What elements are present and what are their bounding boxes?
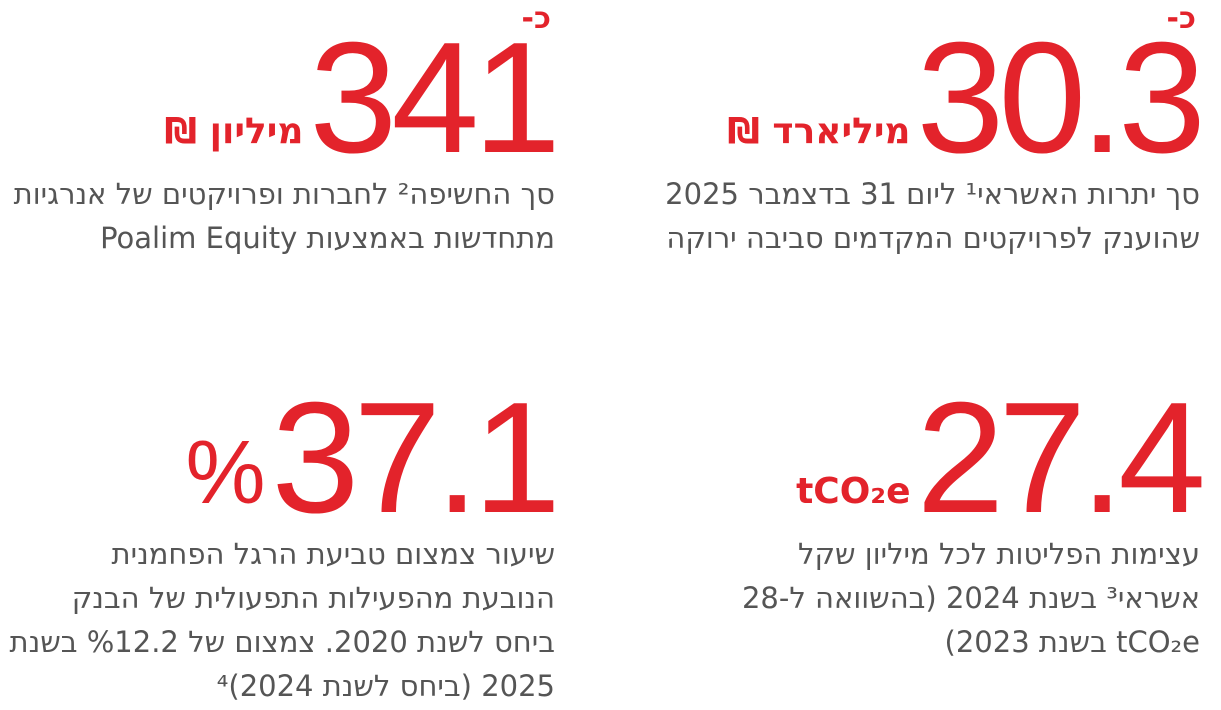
stat-number: 37.1 (271, 370, 561, 546)
description-line: שיעור צמצום טביעת הרגל הפחמנית (111, 537, 555, 571)
description-line: סך החשיפה² לחברות ופרויקטים של אנרגיות (13, 177, 555, 211)
stat-number: 341 (309, 10, 561, 186)
description-line: ביחס לשנת 2020. צמצום של %12.2 בשנת (9, 625, 555, 659)
description-line: סך יתרות האשראי¹ ליום 31 בדצמבר 2025 (665, 177, 1200, 211)
description-line: הנובעת מהפעילות התפעולית של הבנק (71, 581, 555, 615)
stat-unit: % (185, 423, 266, 523)
description-line: אשראי³ בשנת 2024 (בהשוואה ל-28 (741, 581, 1200, 615)
stat-block: כ- 30.3 מיליארד ₪ סך יתרות האשראי¹ ליום 31 … (665, 1, 1206, 260)
description-line: tCO₂e בשנת 2023) (944, 625, 1200, 659)
stat-head: 30.3 מיליארד ₪ (665, 10, 1206, 186)
description: שיעור צמצום טביעת הרגל הפחמנית הנובעת מהפ… (10, 532, 555, 708)
description-line: 2025 (ביחס לשנת 2024)⁴ (216, 669, 555, 703)
stat-number: 27.4 (916, 370, 1206, 546)
description-line: עצימות הפליטות לכל מיליון שקל (797, 537, 1200, 571)
stat-number: 30.3 (916, 10, 1206, 186)
stat-unit: מיליארד ₪ (727, 111, 911, 152)
stat-block: 27.4 tCO₂e עצימות הפליטות לכל מיליון שקל אש… (742, 364, 1206, 664)
description: סך החשיפה² לחברות ופרויקטים של אנרגיות מת… (14, 172, 555, 260)
stat-head: 37.1% (10, 370, 561, 546)
stat-block: 37.1% שיעור צמצום טביעת הרגל הפחמנית הנובע… (10, 364, 561, 708)
description-line: שהוענק לפרויקטים המקדמים סביבה ירוקה (666, 221, 1200, 255)
description: עצימות הפליטות לכל מיליון שקל אשראי³ בשנת… (742, 532, 1200, 664)
stat-unit: מיליון ₪ (164, 111, 304, 152)
stat-unit: tCO₂e (796, 471, 911, 512)
prefix: כ- (1166, 1, 1196, 36)
prefix: כ- (521, 1, 551, 36)
description-line: מתחדשות באמצעות Poalim Equity (100, 221, 555, 255)
stat-head: 27.4 tCO₂e (742, 370, 1206, 546)
stat-head: 341 מיליון ₪ (14, 10, 561, 186)
description: סך יתרות האשראי¹ ליום 31 בדצמבר 2025 שהוע… (665, 172, 1200, 260)
stat-block: כ- 341 מיליון ₪ סך החשיפה² לחברות ופרויקטים… (14, 1, 561, 260)
